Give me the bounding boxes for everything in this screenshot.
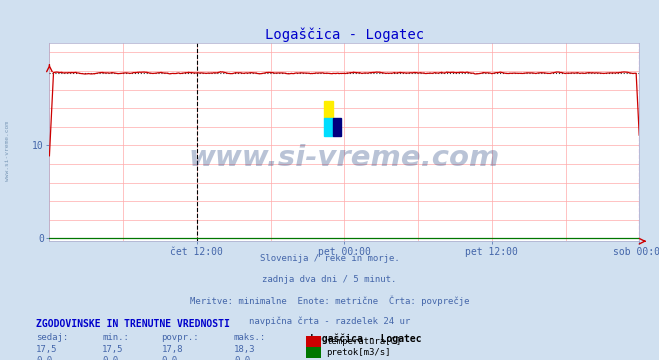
- Text: 0,0: 0,0: [102, 356, 118, 360]
- Text: 18,3: 18,3: [234, 345, 256, 354]
- Text: min.:: min.:: [102, 333, 129, 342]
- Text: zadnja dva dni / 5 minut.: zadnja dva dni / 5 minut.: [262, 275, 397, 284]
- Bar: [324, 100, 333, 118]
- Text: Logaščica - Logatec: Logaščica - Logatec: [310, 333, 421, 343]
- Text: ZGODOVINSKE IN TRENUTNE VREDNOSTI: ZGODOVINSKE IN TRENUTNE VREDNOSTI: [36, 319, 230, 329]
- Text: maks.:: maks.:: [234, 333, 266, 342]
- Text: pretok[m3/s]: pretok[m3/s]: [326, 348, 391, 357]
- Text: sedaj:: sedaj:: [36, 333, 69, 342]
- Text: 0,0: 0,0: [36, 356, 52, 360]
- Bar: [333, 118, 341, 136]
- Text: www.si-vreme.com: www.si-vreme.com: [5, 121, 11, 181]
- Title: Logaščica - Logatec: Logaščica - Logatec: [265, 27, 424, 42]
- Text: Meritve: minimalne  Enote: metrične  Črta: povprečje: Meritve: minimalne Enote: metrične Črta:…: [190, 296, 469, 306]
- Text: www.si-vreme.com: www.si-vreme.com: [188, 144, 500, 172]
- Text: Slovenija / reke in morje.: Slovenija / reke in morje.: [260, 254, 399, 263]
- Text: 17,5: 17,5: [102, 345, 124, 354]
- Text: navpična črta - razdelek 24 ur: navpična črta - razdelek 24 ur: [249, 316, 410, 326]
- Text: povpr.:: povpr.:: [161, 333, 199, 342]
- Text: temperatura[C]: temperatura[C]: [326, 337, 401, 346]
- Text: 17,8: 17,8: [161, 345, 183, 354]
- Bar: [324, 118, 333, 136]
- Text: 0,0: 0,0: [161, 356, 177, 360]
- Text: 17,5: 17,5: [36, 345, 58, 354]
- Text: 0,0: 0,0: [234, 356, 250, 360]
